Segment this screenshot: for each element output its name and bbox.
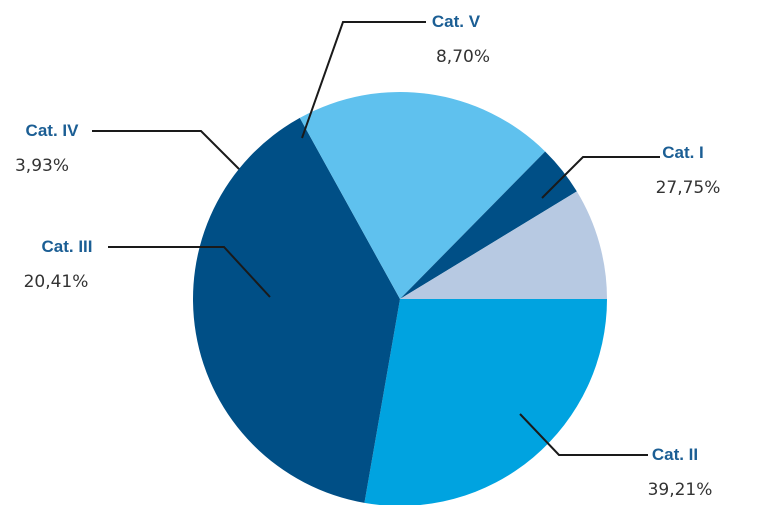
value-cat-iii: 20,41% bbox=[24, 272, 89, 292]
label-cat-v: Cat. V bbox=[432, 12, 481, 31]
leader-lines bbox=[92, 21, 660, 456]
value-cat-i: 27,75% bbox=[656, 178, 721, 198]
pie-slice-cat-iii bbox=[299, 92, 546, 299]
value-cat-iv: 3,93% bbox=[15, 156, 69, 176]
value-cat-ii: 39,21% bbox=[648, 480, 713, 500]
leader-line-cat-v bbox=[301, 21, 426, 139]
pie-slice-cat-iv bbox=[400, 151, 577, 299]
leader-line-cat-ii bbox=[519, 413, 648, 456]
pie-slices bbox=[193, 92, 607, 505]
leader-line-cat-iii bbox=[108, 246, 271, 298]
leader-line-cat-i bbox=[541, 156, 660, 199]
label-cat-iii: Cat. III bbox=[41, 237, 92, 256]
value-cat-v: 8,70% bbox=[436, 47, 490, 67]
label-cat-i: Cat. I bbox=[662, 143, 704, 162]
pie-slice-cat-ii bbox=[193, 117, 400, 503]
label-cat-ii: Cat. II bbox=[652, 445, 698, 464]
pie-slice-cat-i bbox=[364, 299, 607, 505]
label-cat-iv: Cat. IV bbox=[26, 121, 80, 140]
pie-slice-cat-v bbox=[400, 191, 607, 299]
leader-line-cat-iv bbox=[92, 130, 240, 170]
